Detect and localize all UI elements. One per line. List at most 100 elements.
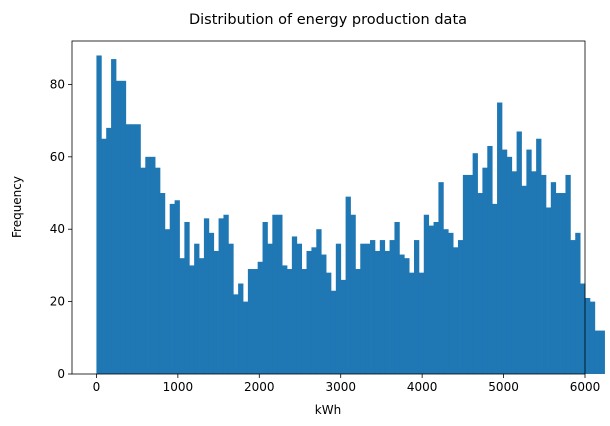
histogram-bar xyxy=(506,156,513,374)
histogram-bar xyxy=(531,171,537,374)
histogram-bar xyxy=(301,269,307,374)
histogram-bar xyxy=(335,243,342,374)
histogram-bar xyxy=(511,171,517,374)
histogram-bar xyxy=(433,221,439,374)
histogram-bar xyxy=(159,193,166,374)
histogram-bar xyxy=(575,232,581,374)
histogram-bar xyxy=(462,174,469,374)
histogram-bar xyxy=(272,214,278,374)
histogram-bar xyxy=(247,269,254,374)
histogram-bar xyxy=(257,261,263,374)
y-tick-label: 60 xyxy=(50,150,65,164)
y-tick-label: 0 xyxy=(57,367,65,381)
x-tick-label: 3000 xyxy=(325,380,356,394)
histogram-bar xyxy=(218,218,224,374)
histogram-bar xyxy=(252,269,259,374)
histogram-bar xyxy=(277,214,283,374)
histogram-bar xyxy=(350,214,356,374)
histogram-bar xyxy=(394,221,400,374)
histogram-bar xyxy=(115,80,122,374)
histogram-bar xyxy=(296,243,303,374)
x-axis-label: kWh xyxy=(315,403,341,417)
histogram-bar xyxy=(330,290,337,374)
histogram-bar xyxy=(526,149,532,374)
histogram-bar xyxy=(467,174,474,374)
histogram-bar xyxy=(374,250,381,374)
histogram-bar xyxy=(238,283,244,374)
histogram-bar xyxy=(482,167,488,374)
x-tick-label: 1000 xyxy=(163,380,194,394)
histogram-bar xyxy=(169,203,175,374)
histogram-bar xyxy=(492,203,498,374)
histogram-bar xyxy=(487,145,493,374)
histogram-bar xyxy=(589,301,596,374)
x-tick-label: 4000 xyxy=(407,380,438,394)
histogram-bar xyxy=(228,243,234,374)
histogram-bar xyxy=(345,196,351,374)
histogram-bar xyxy=(594,330,601,374)
histogram-bar xyxy=(550,182,557,374)
histogram-bar xyxy=(555,193,561,374)
histogram-bar xyxy=(448,232,454,374)
histogram-bar xyxy=(213,250,219,374)
histogram-bar xyxy=(267,243,273,374)
histogram-bar xyxy=(208,232,215,374)
histogram-bar xyxy=(135,124,141,374)
histogram-bar xyxy=(262,221,268,374)
histogram-bar xyxy=(189,265,195,374)
x-axis-ticks: 0 1000 2000 3000 4000 5000 6000 xyxy=(93,374,600,394)
histogram-bar xyxy=(184,221,190,374)
y-tick-label: 40 xyxy=(50,222,65,236)
x-tick-label: 0 xyxy=(93,380,101,394)
histogram-bar xyxy=(111,59,117,374)
histogram-bar xyxy=(306,250,312,374)
histogram-bar xyxy=(399,254,405,374)
histogram-bar xyxy=(545,207,552,374)
histogram-bar xyxy=(140,167,146,374)
chart-title: Distribution of energy production data xyxy=(189,12,467,28)
histogram-bar xyxy=(565,174,571,374)
histogram-bar xyxy=(155,167,161,374)
histogram-bar xyxy=(536,138,542,374)
x-tick-label: 5000 xyxy=(488,380,519,394)
histogram-bar xyxy=(585,297,591,374)
histogram-bar xyxy=(316,229,322,374)
histogram-bar xyxy=(370,240,376,374)
histogram-bar xyxy=(443,229,449,374)
y-axis-ticks: 0 20 40 60 80 xyxy=(50,77,72,381)
histogram-bar xyxy=(101,138,107,374)
histogram-bar xyxy=(365,243,371,374)
histogram-bar xyxy=(174,200,180,374)
histogram-bar xyxy=(501,149,508,374)
histogram-bar xyxy=(453,247,459,374)
histogram-bar xyxy=(580,283,586,374)
histogram-bar xyxy=(233,294,239,374)
histogram-bar xyxy=(472,153,478,374)
histogram-bar xyxy=(311,247,317,374)
histogram-bar xyxy=(384,250,390,374)
histogram-bar xyxy=(340,279,346,374)
histogram-bar xyxy=(326,272,332,374)
histogram-bar xyxy=(223,214,229,374)
histogram-bar xyxy=(203,218,210,374)
histogram-bar xyxy=(414,240,420,374)
histogram-bar xyxy=(477,193,483,374)
histogram-bar xyxy=(106,127,112,374)
x-tick-label: 2000 xyxy=(244,380,275,394)
histogram-bar xyxy=(418,272,425,374)
histogram-bar xyxy=(96,55,102,374)
histogram-bar xyxy=(516,131,522,374)
histogram-bar xyxy=(360,243,366,374)
y-axis-label: Frequency xyxy=(10,176,24,238)
histogram-bar xyxy=(389,240,395,374)
histogram-bar xyxy=(164,229,171,374)
histogram-bar xyxy=(145,156,151,374)
histogram-bar xyxy=(150,156,156,374)
histogram-bars xyxy=(96,55,605,375)
histogram-bar xyxy=(599,330,605,374)
histogram-bar xyxy=(291,236,298,374)
histogram-bar xyxy=(355,269,361,374)
histogram-bar xyxy=(125,124,132,374)
y-tick-label: 20 xyxy=(50,295,65,309)
